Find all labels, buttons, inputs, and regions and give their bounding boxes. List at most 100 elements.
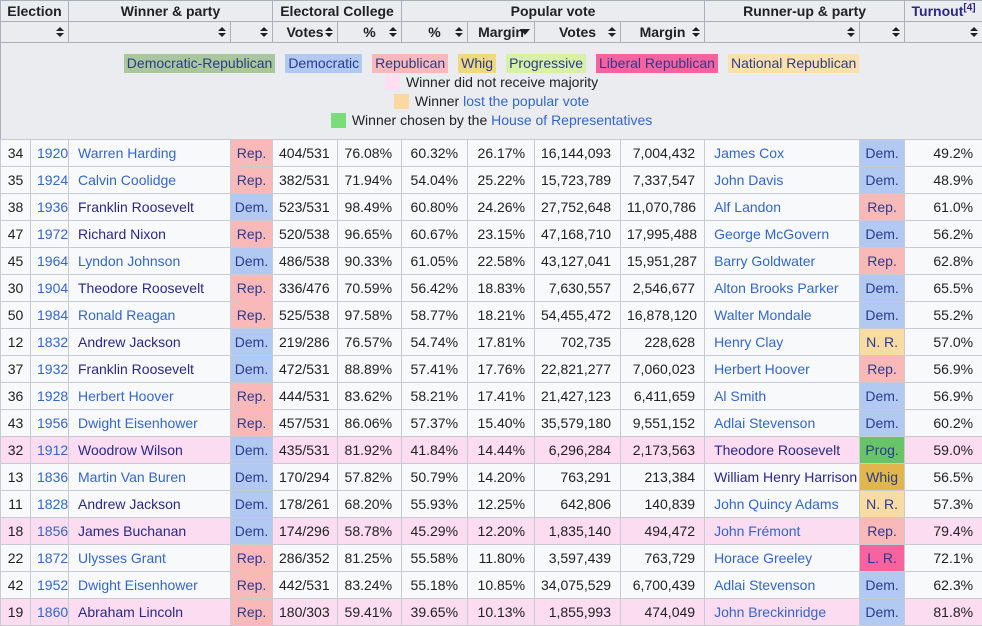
runner-up-link[interactable]: William Henry Harrison — [714, 469, 857, 485]
runner-up-link[interactable]: George McGovern — [714, 226, 829, 242]
sort-header-runner-party[interactable] — [860, 22, 905, 43]
legend-link-lost-the-popular-vote[interactable]: lost the popular vote — [463, 93, 589, 109]
runner-up-link[interactable]: Walter Mondale — [714, 307, 812, 323]
winner-link[interactable]: Warren Harding — [78, 145, 176, 161]
winner-party-link[interactable]: Dem. — [235, 523, 268, 539]
sort-header-pv-votes[interactable]: Votes — [535, 22, 621, 43]
runner-up-link[interactable]: John Quincy Adams — [714, 496, 839, 512]
legend-party-democratic-republican[interactable]: Democratic-Republican — [124, 54, 276, 73]
runner-up-link[interactable]: Henry Clay — [714, 334, 783, 350]
winner-party-link[interactable]: Dem. — [235, 469, 268, 485]
runner-up-link[interactable]: Barry Goldwater — [714, 253, 815, 269]
turnout-link[interactable]: Turnout — [912, 3, 964, 19]
runner-up-party-link[interactable]: L. R. — [867, 550, 897, 566]
election-year-link[interactable]: 1860 — [37, 604, 68, 620]
winner-party-link[interactable]: Rep. — [237, 577, 267, 593]
runner-up-link[interactable]: Adlai Stevenson — [714, 415, 815, 431]
runner-up-link[interactable]: Al Smith — [714, 388, 766, 404]
election-year-link[interactable]: 1920 — [37, 145, 68, 161]
runner-up-party-link[interactable]: Prog. — [865, 442, 898, 458]
winner-party-link[interactable]: Rep. — [237, 172, 267, 188]
runner-up-link[interactable]: Horace Greeley — [714, 550, 812, 566]
runner-up-party-link[interactable]: N. R. — [866, 496, 898, 512]
winner-party-link[interactable]: Dem. — [235, 361, 268, 377]
election-year-link[interactable]: 1936 — [37, 199, 68, 215]
runner-up-party-link[interactable]: Rep. — [867, 361, 897, 377]
winner-party-link[interactable]: Rep. — [237, 550, 267, 566]
legend-party-progressive[interactable]: Progressive — [506, 54, 586, 73]
runner-up-party-link[interactable]: Rep. — [867, 199, 897, 215]
runner-up-party-link[interactable]: Dem. — [865, 226, 898, 242]
winner-party-link[interactable]: Rep. — [237, 388, 267, 404]
runner-up-party-link[interactable]: N. R. — [866, 334, 898, 350]
winner-party-link[interactable]: Dem. — [235, 199, 268, 215]
sort-header-pv-margin-percent[interactable]: Margin — [468, 22, 535, 43]
winner-link[interactable]: Andrew Jackson — [78, 496, 181, 512]
winner-link[interactable]: Herbert Hoover — [78, 388, 174, 404]
winner-party-link[interactable]: Rep. — [237, 604, 267, 620]
winner-link[interactable]: Theodore Roosevelt — [78, 280, 204, 296]
runner-up-party-link[interactable]: Rep. — [867, 523, 897, 539]
runner-up-party-link[interactable]: Dem. — [865, 172, 898, 188]
sort-header-winner-party[interactable] — [231, 22, 273, 43]
winner-link[interactable]: Martin Van Buren — [78, 469, 186, 485]
winner-link[interactable]: Abraham Lincoln — [78, 604, 183, 620]
runner-up-link[interactable]: John Davis — [714, 172, 783, 188]
election-year-link[interactable]: 1828 — [37, 496, 68, 512]
winner-link[interactable]: Franklin Roosevelt — [78, 199, 194, 215]
winner-link[interactable]: Dwight Eisenhower — [78, 415, 198, 431]
winner-link[interactable]: Calvin Coolidge — [78, 172, 176, 188]
election-year-link[interactable]: 1912 — [37, 442, 68, 458]
winner-link[interactable]: James Buchanan — [78, 523, 186, 539]
election-year-link[interactable]: 1832 — [37, 334, 68, 350]
runner-up-link[interactable]: Theodore Roosevelt — [714, 442, 840, 458]
sort-header-election[interactable] — [1, 22, 69, 43]
winner-link[interactable]: Andrew Jackson — [78, 334, 181, 350]
runner-up-party-link[interactable]: Dem. — [865, 415, 898, 431]
election-year-link[interactable]: 1856 — [37, 523, 68, 539]
election-year-link[interactable]: 1904 — [37, 280, 68, 296]
sort-header-runner-up[interactable] — [705, 22, 860, 43]
runner-up-link[interactable]: Alton Brooks Parker — [714, 280, 839, 296]
legend-link-house-of-representatives[interactable]: House of Representatives — [491, 112, 652, 128]
runner-up-party-link[interactable]: Dem. — [865, 280, 898, 296]
runner-up-link[interactable]: Adlai Stevenson — [714, 577, 815, 593]
runner-up-link[interactable]: John Frémont — [714, 523, 800, 539]
election-year-link[interactable]: 1952 — [37, 577, 68, 593]
runner-up-party-link[interactable]: Rep. — [867, 253, 897, 269]
runner-up-link[interactable]: Alf Landon — [714, 199, 781, 215]
election-year-link[interactable]: 1972 — [37, 226, 68, 242]
legend-party-national-republican[interactable]: National Republican — [728, 54, 859, 73]
winner-party-link[interactable]: Rep. — [237, 415, 267, 431]
runner-up-party-link[interactable]: Dem. — [865, 145, 898, 161]
runner-up-party-link[interactable]: Dem. — [865, 388, 898, 404]
sort-header-turnout[interactable] — [905, 22, 982, 43]
sort-header-ec-percent[interactable]: % — [338, 22, 402, 43]
legend-party-liberal-republican[interactable]: Liberal Republican — [596, 54, 718, 73]
winner-link[interactable]: Ulysses Grant — [78, 550, 166, 566]
sort-header-ec-votes[interactable]: Votes — [273, 22, 338, 43]
winner-party-link[interactable]: Rep. — [237, 307, 267, 323]
winner-link[interactable]: Richard Nixon — [78, 226, 166, 242]
winner-party-link[interactable]: Dem. — [235, 496, 268, 512]
winner-link[interactable]: Ronald Reagan — [78, 307, 175, 323]
winner-party-link[interactable]: Rep. — [237, 280, 267, 296]
legend-party-whig[interactable]: Whig — [458, 54, 496, 73]
runner-up-link[interactable]: John Breckinridge — [714, 604, 826, 620]
election-year-link[interactable]: 1964 — [37, 253, 68, 269]
runner-up-link[interactable]: Herbert Hoover — [714, 361, 810, 377]
winner-party-link[interactable]: Rep. — [237, 145, 267, 161]
runner-up-party-link[interactable]: Dem. — [865, 577, 898, 593]
winner-party-link[interactable]: Dem. — [235, 334, 268, 350]
runner-up-party-link[interactable]: Dem. — [865, 604, 898, 620]
winner-link[interactable]: Woodrow Wilson — [78, 442, 183, 458]
sort-header-winner[interactable] — [69, 22, 231, 43]
sort-header-pv-percent[interactable]: % — [402, 22, 468, 43]
election-year-link[interactable]: 1984 — [37, 307, 68, 323]
header-turnout[interactable]: Turnout[4] — [905, 1, 982, 22]
legend-party-republican[interactable]: Republican — [372, 54, 448, 73]
runner-up-party-link[interactable]: Dem. — [865, 307, 898, 323]
turnout-footnote-ref[interactable]: [4] — [963, 2, 975, 13]
election-year-link[interactable]: 1956 — [37, 415, 68, 431]
runner-up-link[interactable]: James Cox — [714, 145, 784, 161]
